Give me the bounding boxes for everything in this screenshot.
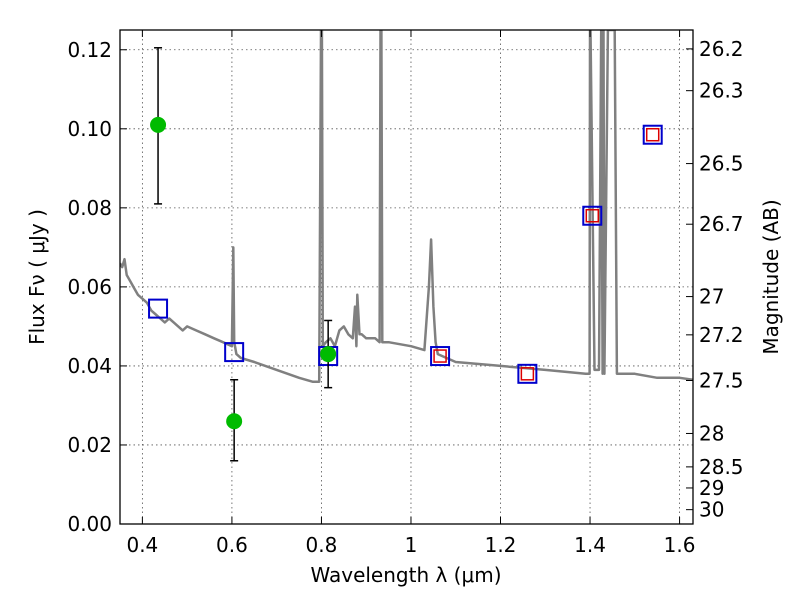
x-axis-title: Wavelength λ (μm) [310,563,501,587]
model-spectrum-line [120,30,693,383]
y-tick-label: 0.08 [67,196,112,220]
x-tick-label: 0.4 [126,533,158,557]
y2-tick-label: 27 [699,285,724,309]
marker-layer [148,47,663,462]
model-photometry-square [224,342,245,363]
tick-layer: 0.4 0.6 0.8 1 1.2 1.4 1.6 0.00 0.02 0.04 0.06 0.08 0… [67,30,744,557]
y2-tick-label: 28 [699,421,724,445]
plot-frame [119,29,694,525]
model-photometry-inner-square [520,367,535,381]
model-photometry-square [430,346,451,367]
y2-tick-label: 26.7 [699,212,744,236]
y2-tick-label: 26.3 [699,79,744,103]
observed-point [226,413,243,430]
y2-tick-label: 28.5 [699,455,744,479]
observed-point [150,116,167,133]
y-tick-label: 0.02 [67,433,112,457]
y-axis-title: Flux Fν ( μJy ) [25,209,49,345]
y-tick-label: 0.10 [67,117,112,141]
model-photometry-inner-square [585,208,600,223]
y2-axis-title: Magnitude (AB) [759,199,783,354]
y-tick-label: 0.00 [67,512,112,536]
y2-tick-label: 27.5 [699,369,744,393]
y-tick-label: 0.06 [67,275,112,299]
x-tick-label: 0.6 [216,533,248,557]
x-tick-label: 1.2 [485,533,517,557]
model-photometry-inner-square [433,349,447,363]
x-tick-label: 1 [405,533,418,557]
x-tick-label: 0.8 [306,533,338,557]
y2-tick-label: 27.2 [699,323,744,347]
model-photometry-inner-square [645,127,660,142]
series-layer [120,30,693,383]
model-photometry-square [582,205,603,226]
x-tick-label: 1.6 [664,533,696,557]
model-photometry-square [517,363,538,384]
y2-tick-label: 30 [699,498,724,522]
y-tick-label: 0.04 [67,354,112,378]
model-photometry-square [642,124,663,145]
y2-tick-label: 26.5 [699,152,744,176]
observed-point [320,346,337,363]
model-photometry-square [148,298,169,319]
y2-tick-label: 29 [699,476,724,500]
y2-tick-label: 26.2 [699,37,744,61]
x-tick-label: 1.4 [574,533,606,557]
y-tick-label: 0.12 [67,38,112,62]
